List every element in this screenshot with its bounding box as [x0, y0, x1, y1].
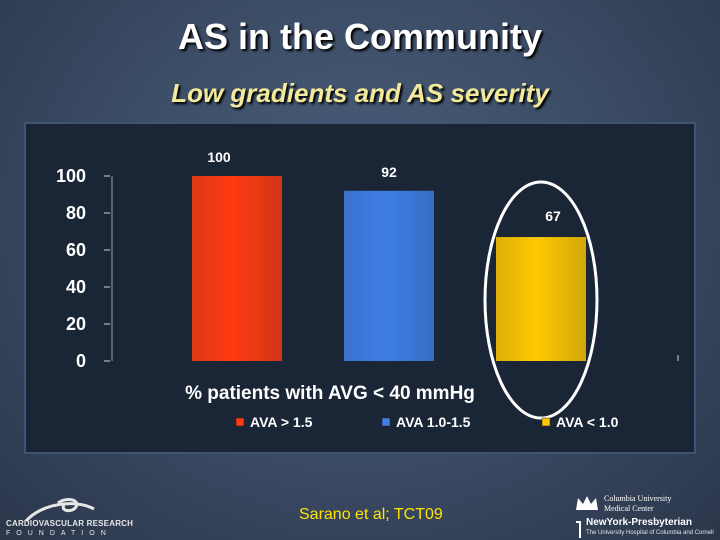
nyp-logo-name: NewYork-Presbyterian: [586, 517, 692, 528]
columbia-logo-line1: Columbia University: [604, 494, 672, 503]
columbia-logo-line2: Medical Center: [604, 504, 654, 513]
bar-1: [192, 176, 282, 361]
y-tick-label: 100: [56, 166, 86, 186]
y-tick-label: 60: [66, 240, 86, 260]
legend-label: AVA < 1.0: [556, 414, 619, 430]
y-tick-label: 0: [76, 351, 86, 371]
highlight-ellipse: [483, 180, 599, 420]
chart-panel: 0 20 40 60 80 100 100 92 67 % patients with AVG <…: [24, 122, 696, 454]
bar-value-label: 67: [545, 208, 561, 224]
bar-chart: 0 20 40 60 80 100 100 92 67 % patients with AVG <…: [56, 149, 679, 430]
x-axis-label: % patients with AVG < 40 mmHg: [185, 383, 475, 404]
slide-title: AS in the Community: [177, 16, 542, 57]
bar-value-label: 100: [207, 149, 231, 165]
legend-label: AVA 1.0-1.5: [396, 414, 471, 430]
legend-label: AVA > 1.5: [250, 414, 313, 430]
nyp-logo-tagline: The University Hospital of Columbia and …: [586, 530, 714, 536]
crf-swirl-icon: [24, 498, 95, 523]
y-tick-label: 80: [66, 203, 86, 223]
bar-2: [344, 190, 434, 361]
slide-subtitle: Low gradients and AS severity: [171, 78, 549, 108]
crf-logo-foundation: FOUNDATION: [6, 530, 112, 537]
y-tick-label: 40: [66, 277, 86, 297]
crown-icon: [576, 496, 598, 538]
legend-swatch: [235, 417, 245, 427]
legend-swatch: [541, 417, 551, 427]
legend-swatch: [381, 417, 391, 427]
crf-logo-name: CARDIOVASCULAR RESEARCH: [6, 519, 134, 528]
bar-value-label: 92: [381, 164, 397, 180]
bar-3: [496, 237, 586, 361]
source-citation: Sarano et al; TCT09: [299, 506, 443, 523]
y-tick-label: 20: [66, 314, 86, 334]
